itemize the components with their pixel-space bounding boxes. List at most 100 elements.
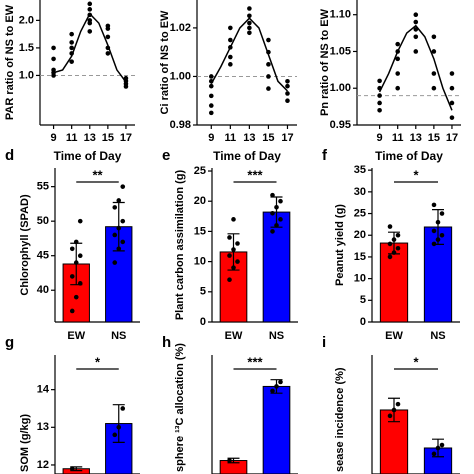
- data-point: [377, 78, 382, 84]
- y-tick-label: 0: [360, 316, 366, 328]
- y-tick-label: 1.10: [330, 9, 351, 21]
- data-point: [77, 218, 83, 224]
- data-point: [431, 34, 437, 40]
- significance: **: [92, 167, 103, 182]
- data-point: [247, 25, 252, 31]
- x-tick-label: NS: [430, 330, 445, 342]
- fit-curve: [378, 24, 453, 111]
- y-tick-label: 55: [37, 181, 49, 193]
- data-point: [431, 228, 437, 234]
- data-point: [69, 274, 75, 279]
- data-point: [112, 432, 118, 438]
- y-tick-label: 20: [354, 229, 366, 241]
- y-tick-label: 25: [194, 165, 206, 177]
- data-point: [274, 223, 279, 228]
- data-point: [69, 51, 74, 56]
- y-tick-label: 13: [37, 421, 49, 433]
- data-point: [120, 184, 126, 189]
- data-point: [235, 259, 240, 264]
- data-point: [439, 442, 445, 448]
- data-point: [87, 18, 93, 23]
- data-point: [69, 466, 75, 472]
- y-tick-label: 15: [354, 251, 366, 263]
- x-tick-label: NS: [269, 330, 284, 342]
- data-point: [435, 445, 441, 451]
- y-tick-label: 40: [37, 284, 49, 296]
- data-point: [395, 41, 400, 47]
- y-tick-label: 0.98: [170, 119, 191, 131]
- data-point: [112, 205, 118, 210]
- data-point: [105, 34, 111, 40]
- x-tick-label: 11: [392, 132, 404, 144]
- x-tick-label: 17: [446, 132, 458, 144]
- data-point: [449, 115, 455, 120]
- y-tick-label: 0: [200, 316, 206, 328]
- data-point: [208, 110, 214, 116]
- y-tick-label: 5: [200, 286, 206, 298]
- data-point: [208, 74, 214, 79]
- data-point: [270, 210, 275, 216]
- data-point: [431, 202, 437, 208]
- significance: ***: [247, 167, 263, 182]
- data-point: [278, 379, 283, 385]
- bar: [262, 385, 291, 474]
- y-axis-label: Plant carbon assimilation (g): [174, 169, 186, 320]
- y-tick-label: 2.0: [19, 14, 34, 26]
- data-point: [274, 204, 279, 210]
- data-point: [51, 45, 56, 51]
- data-point: [449, 85, 455, 91]
- data-point: [449, 71, 455, 76]
- x-tick-label: 9: [51, 132, 57, 144]
- data-point: [431, 241, 437, 247]
- data-point: [69, 45, 74, 51]
- data-point: [228, 54, 233, 60]
- data-point: [227, 277, 232, 283]
- data-point: [87, 1, 93, 7]
- y-tick-label: 1.0: [19, 69, 34, 81]
- y-axis-label: Pn ratio of NS to EW: [319, 8, 331, 116]
- x-tick-label: EW: [67, 330, 85, 342]
- x-axis-label: Time of Day: [213, 149, 281, 163]
- data-point: [413, 34, 419, 40]
- data-point: [431, 451, 437, 457]
- data-point: [208, 83, 214, 89]
- y-axis-label: Peanut yield (g): [334, 204, 346, 286]
- data-point: [391, 407, 397, 413]
- data-point: [231, 247, 236, 252]
- x-tick-label: 15: [262, 132, 274, 144]
- error-bar: [227, 233, 240, 271]
- y-tick-label: 35: [354, 164, 366, 176]
- significance: *: [95, 354, 101, 369]
- data-point: [69, 31, 74, 37]
- data-point: [228, 37, 233, 43]
- data-point: [266, 37, 271, 43]
- x-tick-label: 13: [410, 132, 422, 144]
- data-point: [247, 13, 252, 19]
- data-point: [105, 45, 111, 51]
- x-tick-label: 13: [84, 132, 96, 144]
- x-tick-label: EW: [385, 330, 403, 342]
- data-point: [285, 79, 290, 84]
- data-point: [123, 75, 129, 81]
- data-point: [391, 237, 397, 242]
- y-axis-label: PAR ratio of NS to EW: [4, 4, 16, 120]
- x-tick-label: EW: [225, 330, 243, 342]
- y-tick-label: 30: [354, 186, 366, 198]
- data-point: [439, 211, 445, 216]
- data-point: [116, 425, 122, 430]
- data-point: [395, 401, 401, 407]
- data-point: [435, 219, 441, 225]
- error-bar: [112, 404, 125, 443]
- data-point: [431, 85, 437, 91]
- data-point: [120, 406, 126, 411]
- data-point: [278, 217, 283, 222]
- data-point: [116, 198, 122, 203]
- y-tick-label: 14: [37, 384, 50, 396]
- data-point: [266, 49, 271, 55]
- data-point: [395, 56, 400, 62]
- data-point: [77, 281, 83, 286]
- data-point: [413, 19, 419, 25]
- data-point: [208, 79, 214, 84]
- significance: *: [413, 354, 419, 369]
- x-tick-label: 17: [120, 132, 132, 144]
